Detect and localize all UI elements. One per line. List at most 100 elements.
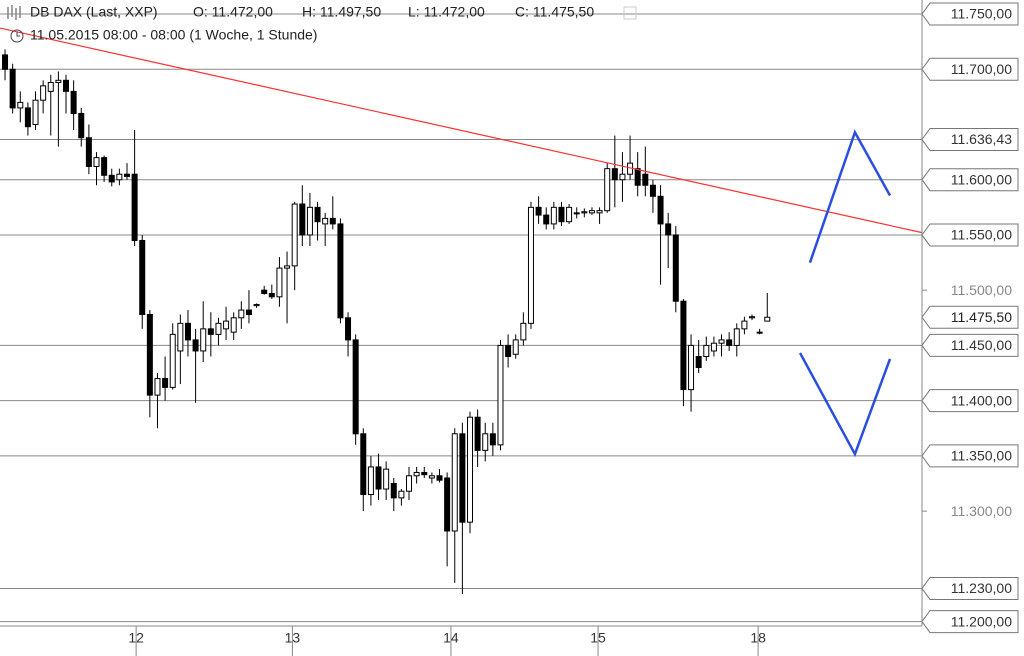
y-tick-label-box bbox=[921, 168, 1019, 192]
candle-body bbox=[611, 168, 618, 181]
candle-body bbox=[749, 316, 756, 319]
y-tick-label: 11.700,00 bbox=[951, 61, 1012, 77]
candle-body bbox=[383, 468, 390, 490]
candle-body bbox=[520, 322, 527, 341]
candle-body bbox=[169, 333, 176, 388]
candle-body bbox=[93, 157, 100, 167]
y-tick-label: 11.400,00 bbox=[951, 392, 1012, 408]
candle-body bbox=[451, 433, 458, 532]
y-tick-label-box bbox=[921, 2, 1019, 26]
candle-body bbox=[482, 433, 489, 451]
candle-body bbox=[428, 475, 435, 479]
candle-body bbox=[489, 433, 496, 446]
candle-body bbox=[558, 206, 565, 223]
candle-body bbox=[764, 316, 771, 322]
candle-body bbox=[101, 157, 108, 176]
candle-body bbox=[550, 206, 557, 225]
last-price-label: 11.475,50 bbox=[951, 309, 1012, 325]
candle-body bbox=[123, 173, 130, 177]
plot bbox=[0, 13, 923, 623]
candle-body bbox=[55, 79, 62, 84]
candle-body bbox=[581, 211, 588, 214]
candle-body bbox=[756, 331, 763, 334]
candle-body bbox=[223, 320, 230, 330]
candle-body bbox=[413, 471, 420, 477]
candle-body bbox=[131, 173, 138, 241]
x-tick-label: 15 bbox=[590, 630, 606, 646]
settings-icon[interactable] bbox=[623, 6, 637, 20]
candle-body bbox=[154, 378, 161, 396]
ohlc-low: L: 11.472,00 bbox=[408, 4, 485, 20]
candle-body bbox=[322, 217, 329, 225]
candle-body bbox=[619, 173, 626, 181]
ohlc-high: H: 11.497,50 bbox=[302, 4, 381, 20]
candle-body bbox=[733, 328, 740, 346]
candle-body bbox=[299, 203, 306, 236]
candle-body bbox=[146, 313, 153, 396]
candle-body bbox=[718, 339, 725, 344]
y-tick-label-box bbox=[921, 333, 1019, 357]
chart-title: DB DAX (Last, XXP) bbox=[30, 4, 158, 20]
candle-body bbox=[177, 322, 184, 352]
candle-body bbox=[710, 342, 717, 352]
y-tick-label: 11.450,00 bbox=[951, 337, 1012, 353]
candle-body bbox=[642, 173, 649, 186]
candle-body bbox=[238, 309, 245, 319]
y-tick-label: 11.500,00 bbox=[951, 282, 1012, 298]
candle-body bbox=[634, 168, 641, 186]
candle-body bbox=[398, 490, 405, 499]
candle-body bbox=[390, 483, 397, 499]
trend-line bbox=[798, 352, 892, 458]
clock-icon bbox=[10, 29, 24, 43]
candle-body bbox=[291, 203, 298, 267]
y-tick-label-box bbox=[921, 389, 1019, 413]
candle-body bbox=[184, 322, 191, 341]
candle-body bbox=[70, 90, 77, 114]
candle-body bbox=[162, 378, 169, 388]
candle-body bbox=[588, 210, 595, 214]
candle-body bbox=[2, 54, 9, 70]
candle-body bbox=[688, 344, 695, 391]
candle-body bbox=[78, 112, 85, 139]
candle-body bbox=[276, 267, 283, 298]
candle-body bbox=[375, 466, 382, 490]
x-tick-label: 13 bbox=[285, 630, 301, 646]
candle-body bbox=[9, 68, 16, 109]
candle-body bbox=[360, 433, 367, 496]
candle-body bbox=[665, 223, 672, 236]
candle-body bbox=[314, 206, 321, 223]
candle-body bbox=[497, 344, 504, 446]
candle-body bbox=[306, 206, 313, 236]
y-tick-label-box bbox=[921, 57, 1019, 81]
candle-body bbox=[337, 223, 344, 319]
candle-body bbox=[261, 289, 268, 295]
candle-body bbox=[63, 79, 70, 92]
candle-body bbox=[215, 322, 222, 335]
candle-body bbox=[466, 416, 473, 523]
candle-body bbox=[543, 214, 550, 225]
candle-body bbox=[24, 107, 31, 128]
candle-body bbox=[527, 206, 534, 324]
candle-body bbox=[535, 206, 542, 216]
candle-body bbox=[505, 344, 512, 357]
candle-body bbox=[207, 328, 214, 335]
y-tick-label: 11.350,00 bbox=[951, 448, 1012, 464]
candle-body bbox=[512, 339, 519, 355]
candle-body bbox=[459, 433, 466, 523]
y-tick-label: 11.600,00 bbox=[951, 171, 1012, 187]
y-tick-label: 11.550,00 bbox=[951, 227, 1012, 243]
y-tick-label: 11.300,00 bbox=[951, 503, 1012, 519]
x-tick-label: 14 bbox=[443, 630, 459, 646]
ohlc-open: O: 11.472,00 bbox=[193, 4, 273, 20]
candle-body bbox=[703, 344, 710, 357]
candle-body bbox=[200, 328, 207, 352]
candle-body bbox=[108, 174, 115, 183]
candle-body bbox=[444, 477, 451, 532]
candle-body bbox=[695, 355, 702, 369]
last-price-label-box bbox=[921, 305, 1019, 329]
y-tick-label: 11.636,43 bbox=[951, 131, 1012, 147]
candle-body bbox=[406, 475, 413, 492]
y-tick-label-box bbox=[921, 610, 1019, 634]
candle-body bbox=[116, 173, 123, 181]
